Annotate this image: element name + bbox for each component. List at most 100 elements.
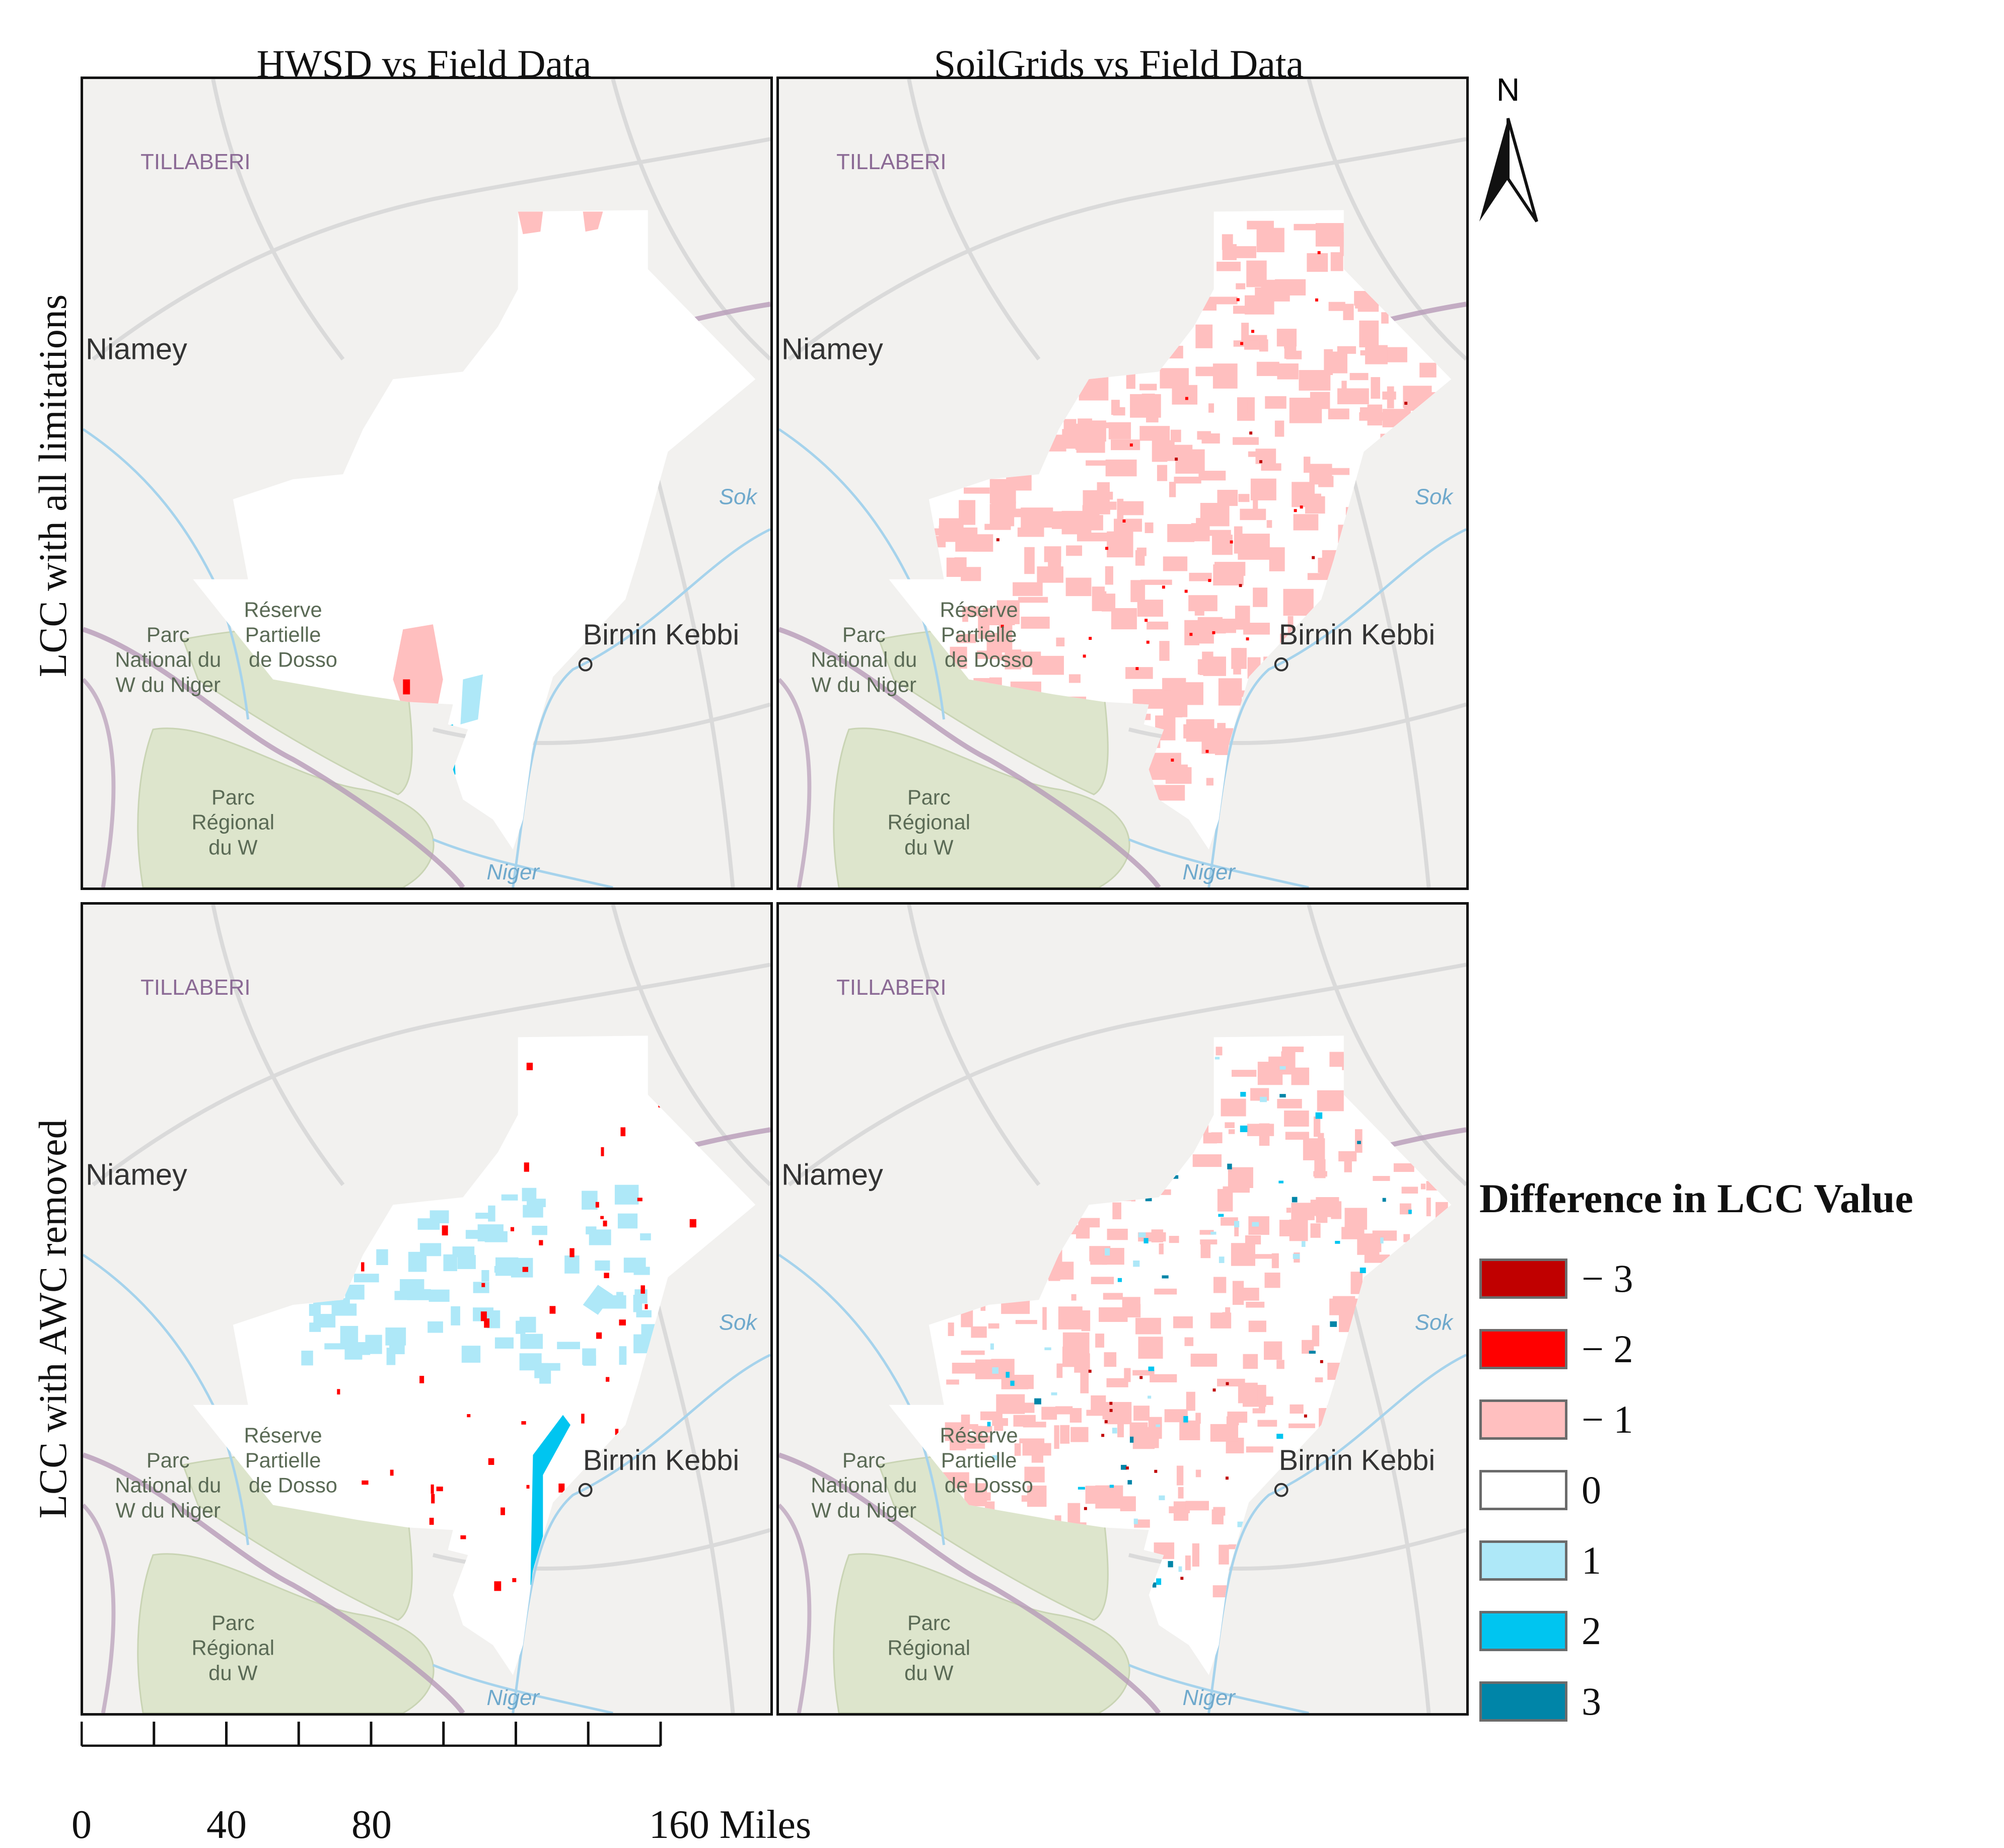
diff-cell: [1350, 1589, 1371, 1608]
diff-cell: [1348, 1366, 1362, 1377]
study-area: [193, 210, 756, 850]
diff-cell: [1423, 521, 1446, 535]
diff-cell: [1176, 295, 1197, 313]
diff-cell: [331, 1240, 342, 1258]
diff-cell: [1265, 396, 1286, 409]
diff-cell: [1108, 722, 1130, 750]
legend-title: Difference in LCC Value: [1479, 1175, 1913, 1221]
map-panel-soilgrids-all: TILLABERI Niamey Birnin Kebbi Sok Niger Parc N…: [776, 77, 1469, 890]
diff-cell: [1129, 1175, 1135, 1189]
legend-swatch: [1479, 1329, 1567, 1369]
diff-cell: [1173, 1175, 1179, 1179]
diff-cell: [1217, 723, 1226, 744]
diff-cell: [1373, 1175, 1390, 1181]
diff-cell: [1040, 455, 1043, 459]
label-tillaberi: TILLABERI: [836, 150, 946, 174]
river: [432, 838, 613, 888]
diff-cell: [549, 1306, 556, 1314]
diff-cell: [442, 1225, 448, 1236]
diff-cell: [1303, 655, 1324, 677]
diff-cell: [1105, 459, 1137, 477]
diff-cell: [1145, 1196, 1152, 1202]
diff-cell: [1083, 490, 1105, 508]
label-parc-regional-w: Parc: [211, 1611, 255, 1635]
diff-cell: [1304, 749, 1326, 766]
diff-cell: [1091, 1132, 1105, 1140]
diff-cell: [1201, 433, 1220, 443]
diff-cell: [947, 458, 969, 464]
diff-cell: [959, 294, 979, 304]
diff-cell: [1429, 1411, 1452, 1423]
diff-cell: [1361, 539, 1394, 555]
diff-cell: [1394, 592, 1424, 608]
diff-cell: [601, 1147, 604, 1156]
diff-cell: [1312, 1532, 1315, 1536]
diff-cell: [1278, 1180, 1284, 1184]
diff-cell: [1188, 595, 1218, 612]
diff-cell: [992, 1288, 998, 1293]
diff-cell: [1285, 1132, 1309, 1140]
diff-cell: [1122, 1297, 1140, 1312]
diff-cell: [1236, 786, 1243, 812]
diff-cell: [519, 1353, 542, 1371]
diff-cell: [1129, 443, 1133, 447]
diff-cell: [510, 1227, 515, 1231]
diff-cell: [1169, 1236, 1179, 1243]
diff-cell: [520, 1334, 543, 1349]
diff-cell: [994, 1418, 1004, 1431]
diff-cell: [1184, 1337, 1194, 1346]
diff-cell: [1346, 1502, 1352, 1509]
diff-cell: [1084, 1507, 1087, 1510]
diff-cell: [1293, 514, 1319, 531]
diff-cell: [1144, 619, 1148, 622]
diff-cell: [1328, 408, 1349, 419]
diff-cell: [1132, 1370, 1155, 1376]
label-parc-regional-w: Parc: [907, 1611, 951, 1635]
diff-cell: [1250, 744, 1274, 756]
diff-cell: [1067, 1503, 1081, 1525]
label-reserve-dosso: Partielle: [941, 1448, 1017, 1472]
diff-cell: [983, 427, 989, 449]
diff-cell: [1031, 385, 1054, 412]
diff-cell: [408, 1251, 427, 1272]
diff-cell: [1295, 745, 1308, 758]
diff-cell: [992, 1455, 998, 1460]
diff-cell: [494, 1337, 514, 1349]
diff-cell: [1361, 1537, 1383, 1547]
diff-cell: [977, 1082, 1004, 1098]
legend-swatch: [1479, 1399, 1567, 1440]
diff-cell: [1375, 702, 1394, 720]
diff-cell: [595, 1202, 599, 1208]
diff-cell: [1127, 1480, 1132, 1485]
diff-cell: [1406, 249, 1433, 258]
diff-cell: [1235, 606, 1250, 630]
diff-cell: [1144, 240, 1148, 243]
diff-cell: [487, 1102, 494, 1111]
diff-cell: [1133, 1406, 1150, 1421]
diff-cell: [1313, 1171, 1327, 1177]
diff-cell: [1024, 1466, 1045, 1483]
diff-cell: [1257, 230, 1277, 245]
diff-cell: [1401, 1066, 1408, 1071]
diff-cell: [1397, 530, 1420, 548]
diff-cell: [1201, 1116, 1209, 1133]
diff-cell: [1111, 439, 1140, 451]
diff-cell: [1175, 1148, 1181, 1167]
diff-cell: [690, 1565, 696, 1573]
diff-cell: [1101, 1434, 1105, 1437]
diff-cell: [1317, 1090, 1344, 1112]
legend-swatch: [1479, 1470, 1567, 1510]
diff-cell: [1136, 1140, 1146, 1163]
diff-cell: [1257, 1062, 1283, 1085]
diff-cell: [1006, 463, 1032, 491]
diff-cell: [313, 1314, 336, 1328]
diff-cell: [1419, 362, 1437, 378]
diff-cell: [1186, 1391, 1195, 1411]
diff-cell: [1279, 1066, 1286, 1070]
diff-cell: [1423, 1081, 1442, 1091]
diff-cell: [1124, 711, 1137, 739]
diff-cell: [1411, 1423, 1428, 1437]
diff-cell: [1366, 1300, 1371, 1306]
diff-cell: [1078, 1218, 1100, 1228]
diff-cell: [1117, 1278, 1122, 1282]
